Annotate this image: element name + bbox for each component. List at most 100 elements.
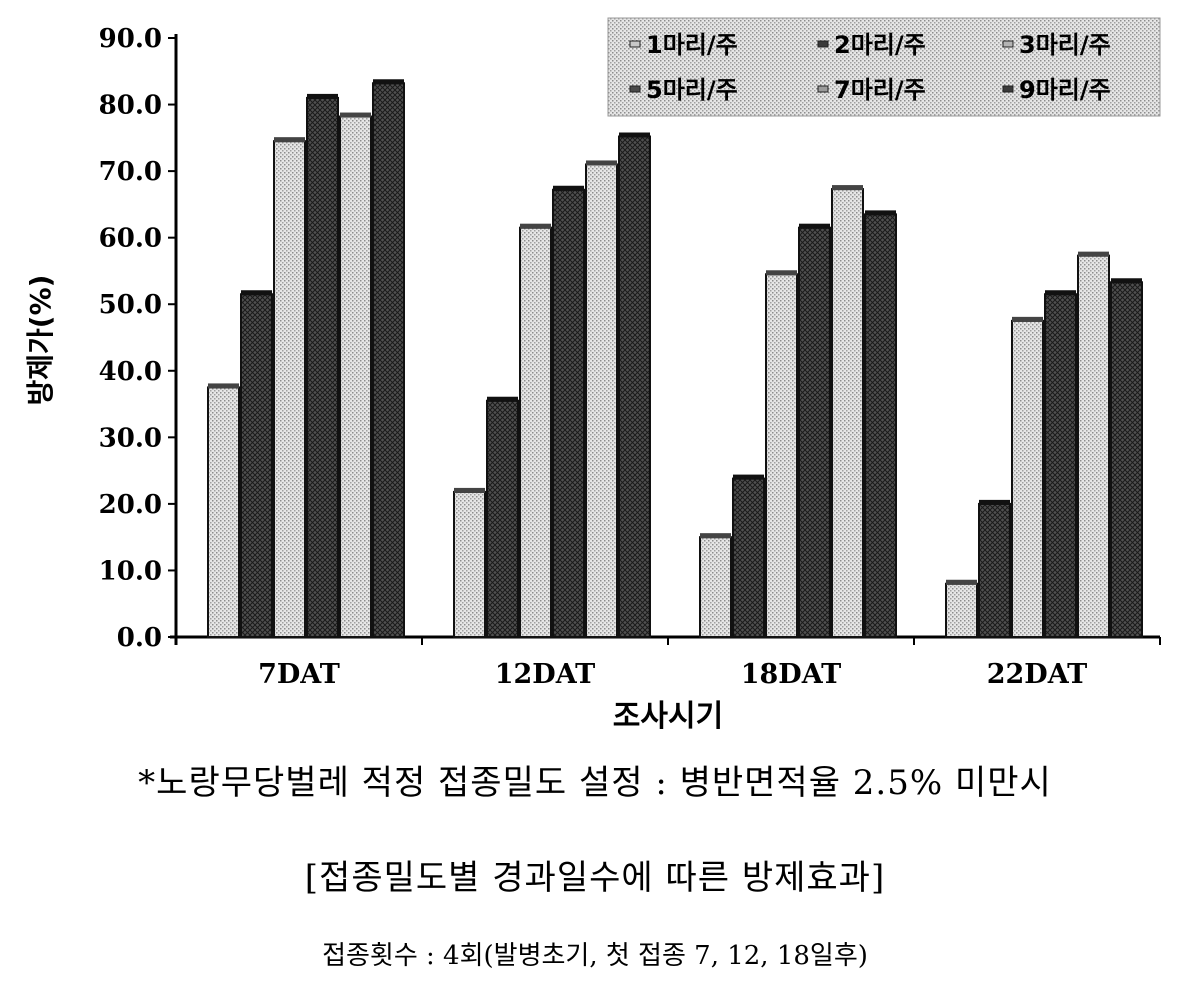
y-tick-label: 0.0 <box>117 623 162 653</box>
bar-cap <box>1045 290 1076 296</box>
bar-cap <box>832 185 863 191</box>
bar-12DAT-9마리/주 <box>618 132 651 638</box>
bar-cap <box>733 474 764 480</box>
bar-cap <box>946 579 977 585</box>
bar-body <box>519 226 552 639</box>
y-tick-label: 10.0 <box>99 556 162 586</box>
legend-item-4: 5마리/주 <box>629 76 738 104</box>
bar-cap <box>766 270 797 276</box>
legend-swatch <box>1002 85 1014 93</box>
bar-body <box>945 582 978 638</box>
bar-18DAT-7마리/주 <box>831 185 864 638</box>
bar-cap <box>553 185 584 191</box>
bar-cap <box>373 79 404 85</box>
bar-cap <box>979 499 1010 505</box>
bar-18DAT-2마리/주 <box>732 474 765 638</box>
bar-22DAT-9마리/주 <box>1110 278 1143 638</box>
bar-12DAT-3마리/주 <box>519 223 552 639</box>
legend-swatch <box>629 40 641 48</box>
legend-swatch <box>817 85 829 93</box>
y-tick-label: 30.0 <box>99 423 162 453</box>
legend-label: 3마리/주 <box>1019 31 1111 59</box>
bar-body <box>1044 293 1077 638</box>
figure-caption: [접종밀도별 경과일수에 따른 방제효과] <box>304 858 886 898</box>
legend-label: 1마리/주 <box>646 31 738 59</box>
x-tick-label: 12DAT <box>495 659 596 690</box>
bar-cap <box>454 487 485 493</box>
bar-body <box>831 188 864 638</box>
bar-7DAT-3마리/주 <box>273 137 306 639</box>
bar-body <box>732 477 765 638</box>
legend-item-3: 3마리/주 <box>1002 31 1111 59</box>
bar-body <box>339 115 372 638</box>
bar-22DAT-5마리/주 <box>1044 290 1077 638</box>
legend-item-1: 1마리/주 <box>629 31 738 59</box>
y-axis-title: 방제가(%) <box>24 275 57 406</box>
bar-body <box>453 490 486 638</box>
y-tick-label: 70.0 <box>99 157 162 187</box>
bar-cap <box>274 137 305 143</box>
x-tick-label: 22DAT <box>987 659 1088 690</box>
legend-label: 7마리/주 <box>834 76 926 104</box>
bar-body <box>240 293 273 638</box>
y-tick-label: 20.0 <box>99 490 162 520</box>
bar-body <box>207 386 240 638</box>
bar-12DAT-2마리/주 <box>486 396 519 638</box>
bar-18DAT-5마리/주 <box>798 223 831 639</box>
bar-18DAT-3마리/주 <box>765 270 798 638</box>
bar-cap <box>619 132 650 138</box>
bar-cap <box>865 210 896 216</box>
bar-cap <box>586 160 617 166</box>
bar-body <box>765 273 798 638</box>
bar-body <box>552 188 585 638</box>
bar-body <box>618 135 651 638</box>
y-tick-label: 90.0 <box>99 24 162 54</box>
y-tick-label: 80.0 <box>99 91 162 121</box>
bar-22DAT-3마리/주 <box>1011 316 1044 638</box>
bar-body <box>1110 281 1143 638</box>
x-tick-label: 7DAT <box>258 659 340 690</box>
bar-cap <box>340 112 371 118</box>
legend-item-6: 9마리/주 <box>1002 76 1111 104</box>
bar-cap <box>307 93 338 99</box>
bar-cap <box>1012 316 1043 322</box>
footnote: *노랑무당벌레 적정 접종밀도 설정 : 병반면적율 2.5% 미만시 <box>138 763 1052 803</box>
bar-7DAT-1마리/주 <box>207 383 240 638</box>
bar-12DAT-7마리/주 <box>585 160 618 638</box>
legend-swatch <box>629 85 641 93</box>
bar-22DAT-1마리/주 <box>945 579 978 638</box>
bar-cap <box>241 290 272 296</box>
legend-swatch <box>1002 40 1014 48</box>
bar-cap <box>700 533 731 539</box>
bar-body <box>1077 254 1110 639</box>
bar-cap <box>208 383 239 389</box>
bar-7DAT-9마리/주 <box>372 79 405 639</box>
bar-body <box>306 96 339 638</box>
bar-cap <box>1078 251 1109 257</box>
bar-7DAT-5마리/주 <box>306 93 339 638</box>
y-tick-label: 50.0 <box>99 290 162 320</box>
legend-label: 2마리/주 <box>834 31 926 59</box>
y-tick-label: 60.0 <box>99 224 162 254</box>
bar-body <box>585 163 618 638</box>
bar-chart: 0.0 10.0 20.0 30.0 40.0 50.0 60.0 70.0 80.0 90.0 방… <box>24 17 1161 734</box>
legend-item-2: 2마리/주 <box>817 31 926 59</box>
bar-22DAT-7마리/주 <box>1077 251 1110 639</box>
legend <box>607 17 1161 117</box>
bar-18DAT-1마리/주 <box>699 533 732 639</box>
bar-12DAT-5마리/주 <box>552 185 585 638</box>
bar-7DAT-2마리/주 <box>240 290 273 638</box>
bar-7DAT-7마리/주 <box>339 112 372 638</box>
bar-18DAT-9마리/주 <box>864 210 897 638</box>
bar-cap <box>520 223 551 229</box>
figure-subcaption: 접종횟수 : 4회(발병초기, 첫 접종 7, 12, 18일후) <box>322 941 868 971</box>
bar-body <box>486 399 519 638</box>
bar-body <box>699 536 732 639</box>
bar-cap <box>799 223 830 229</box>
bar-12DAT-1마리/주 <box>453 487 486 638</box>
y-tick-label: 40.0 <box>99 357 162 387</box>
legend-item-5: 7마리/주 <box>817 76 926 104</box>
legend-swatch <box>817 40 829 48</box>
bar-body <box>798 226 831 639</box>
x-axis-title: 조사시기 <box>613 699 723 734</box>
